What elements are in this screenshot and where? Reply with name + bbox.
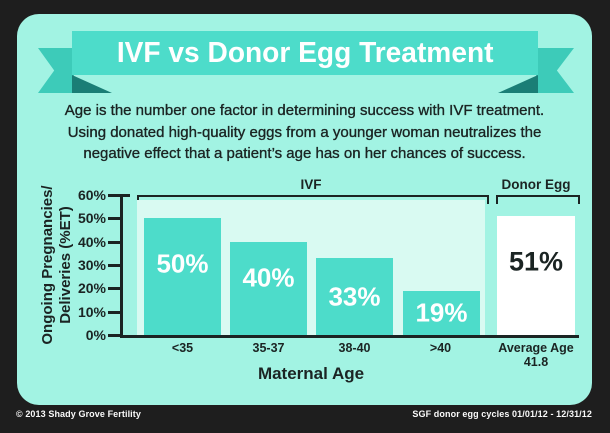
- y-tickmark-0: [108, 334, 120, 337]
- intro-line-2: Using donated high-quality eggs from a y…: [67, 123, 542, 141]
- bar-ivf-under-35: 50%: [144, 218, 221, 335]
- ribbon-tail-left: [38, 48, 74, 93]
- y-tick-60: 60%: [77, 187, 106, 203]
- bar-donor-egg: 51%: [497, 216, 575, 335]
- y-tickmark-10: [108, 311, 120, 314]
- bar-ivf-35-37: 40%: [230, 242, 307, 335]
- ribbon-tail-right: [536, 48, 574, 93]
- y-tick-50: 50%: [77, 210, 106, 226]
- bar-value-label-38-40: 33%: [328, 281, 381, 311]
- group-label-ivf: IVF: [300, 177, 322, 192]
- ribbon-fold-left: [72, 75, 112, 93]
- bracket-ivf: [137, 195, 489, 204]
- y-tickmark-40: [108, 241, 120, 244]
- x-label-38-40: 38-40: [338, 341, 371, 355]
- title-banner: IVF vs Donor Egg Treatment: [72, 31, 538, 75]
- bar-value-label-donor-egg: 51%: [508, 246, 564, 277]
- bar-value-label-35-37: 40%: [242, 262, 295, 293]
- intro-line-1: Age is the number one factor in determin…: [64, 102, 545, 119]
- bar-value-label-over-40: 19%: [415, 297, 468, 328]
- intro-paragraph: Age is the number one factor in determin…: [17, 100, 592, 165]
- y-tick-0: 0%: [85, 327, 106, 343]
- y-tickmark-50: [108, 217, 120, 220]
- infographic-title: IVF vs Donor Egg Treatment: [116, 36, 494, 69]
- intro-line-3: negative effect that a patient’s age has…: [83, 145, 526, 162]
- x-label-35-37: 35-37: [252, 341, 285, 355]
- bar-value-label-under-35: 50%: [156, 248, 209, 279]
- x-label-over-40: >40: [429, 341, 452, 355]
- copyright-text: © 2013 Shady Grove Fertility: [16, 409, 141, 419]
- x-label-average-age: Average Age 41.8: [498, 341, 574, 369]
- bracket-donor-egg: [496, 195, 580, 204]
- group-label-donor-egg: Donor Egg: [501, 177, 571, 192]
- y-tickmark-30: [108, 264, 120, 267]
- y-tickmark-60: [108, 194, 130, 197]
- bar-ivf-38-40: 33%: [316, 258, 393, 335]
- x-axis-line: [120, 335, 579, 338]
- y-axis-line: [120, 195, 123, 337]
- bar-ivf-over-40: 19%: [403, 291, 480, 335]
- y-tick-40: 40%: [77, 234, 106, 250]
- y-tickmark-20: [108, 287, 120, 290]
- y-tick-10: 10%: [77, 304, 106, 320]
- y-tick-20: 20%: [77, 280, 106, 296]
- data-source-text: SGF donor egg cycles 01/01/12 - 12/31/12: [412, 409, 592, 419]
- x-label-under-35: <35: [171, 341, 194, 355]
- ribbon-fold-right: [498, 75, 538, 93]
- x-axis-title: Maternal Age: [257, 364, 365, 383]
- infographic-card: IVF vs Donor Egg Treatment Age is the nu…: [17, 14, 592, 405]
- y-tick-30: 30%: [77, 257, 106, 273]
